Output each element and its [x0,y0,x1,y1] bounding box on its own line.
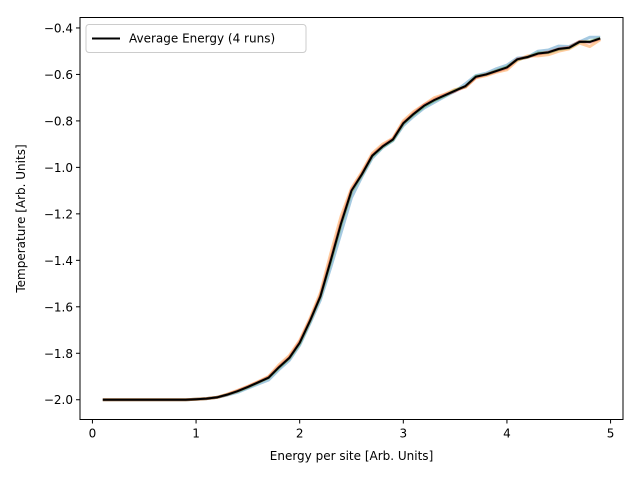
x-tick-label: 3 [399,427,407,441]
y-tick-label: −0.8 [44,114,73,128]
series-line-run-0 [102,35,601,402]
y-tick-label: −1.8 [44,347,73,361]
x-axis-label: Energy per site [Arb. Units] [270,449,434,463]
y-tick-label: −1.0 [44,161,73,175]
y-axis-label: Temperature [Arb. Units] [14,144,28,293]
x-tick-label: 5 [607,427,615,441]
y-tick-label: −0.4 [44,21,73,35]
series-line-average-energy [102,37,601,401]
x-tick-label: 0 [89,427,97,441]
y-tick-label: −1.4 [44,254,73,268]
x-tick-label: 4 [503,427,511,441]
x-tick-label: 2 [296,427,304,441]
y-tick-label: −0.6 [44,68,73,82]
y-tick-label: −1.6 [44,300,73,314]
y-axis-ticks: −2.0 −1.8 −1.6 −1.4 −1.2 −1.0 −0.8 −0.6 −0.4 [44,21,80,407]
legend: Average Energy (4 runs) [85,24,307,53]
axes-frame [79,17,624,420]
legend-entry-average-energy: Average Energy (4 runs) [129,32,275,46]
x-axis-ticks: 0 1 2 3 4 5 [89,419,615,441]
series-line-run-1 [102,38,602,402]
series-line-run-3 [102,37,601,402]
series-line-run-2 [102,36,601,402]
x-tick-label: 1 [192,427,200,441]
y-tick-label: −1.2 [44,207,73,221]
y-tick-label: −2.0 [44,393,73,407]
plot-area [102,35,602,402]
legend-box [85,24,307,53]
